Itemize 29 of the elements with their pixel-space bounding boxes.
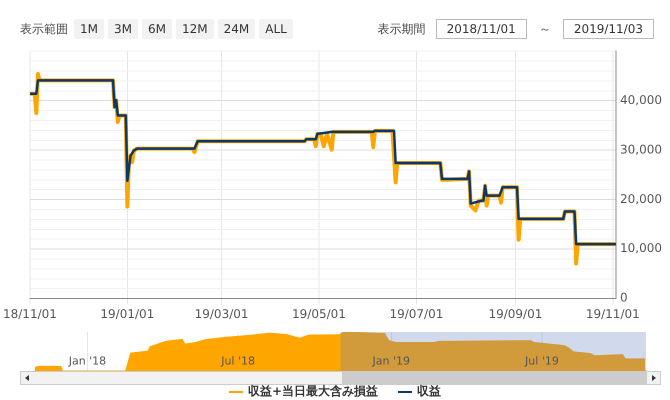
x-tick-label: Jan '19: [372, 354, 410, 368]
y-tick-label: 0: [620, 290, 628, 305]
text: ～: [538, 20, 551, 38]
text: 2019/11/03: [562, 19, 654, 39]
y-tick-label: 30,000: [620, 142, 662, 156]
text: 2018/11/01: [436, 19, 527, 39]
x-tick-label: Jul '19: [524, 354, 559, 368]
y-tick-label: 10,000: [620, 241, 662, 256]
x-tick-label: 19/09/01: [488, 306, 542, 321]
y-tick-label: 40,000: [620, 92, 662, 107]
x-tick-label: 18/11/01: [2, 306, 57, 321]
x-tick-label: 19/07/01: [389, 306, 444, 321]
text: 12M: [176, 19, 214, 39]
text: 6M: [142, 19, 172, 39]
legend-label: 収益+当日最大含み損益: [248, 383, 378, 400]
text: 表示期間: [378, 20, 426, 38]
legend-label: 収益: [417, 383, 442, 400]
text: 3M: [108, 19, 138, 39]
text: 24M: [218, 19, 256, 39]
x-tick-label: 19/01/01: [100, 306, 154, 321]
x-tick-label: 19/11/01: [586, 306, 640, 321]
x-tick-label: Jul '18: [220, 354, 256, 368]
x-tick-label: 19/03/01: [194, 306, 249, 321]
text: 1M: [74, 19, 104, 39]
x-tick-label: Jan '18: [68, 354, 106, 368]
text: ALL: [259, 19, 293, 39]
text: 表示範囲: [20, 20, 68, 38]
y-tick-label: 20,000: [620, 192, 662, 206]
x-tick-label: 19/05/01: [292, 306, 346, 321]
